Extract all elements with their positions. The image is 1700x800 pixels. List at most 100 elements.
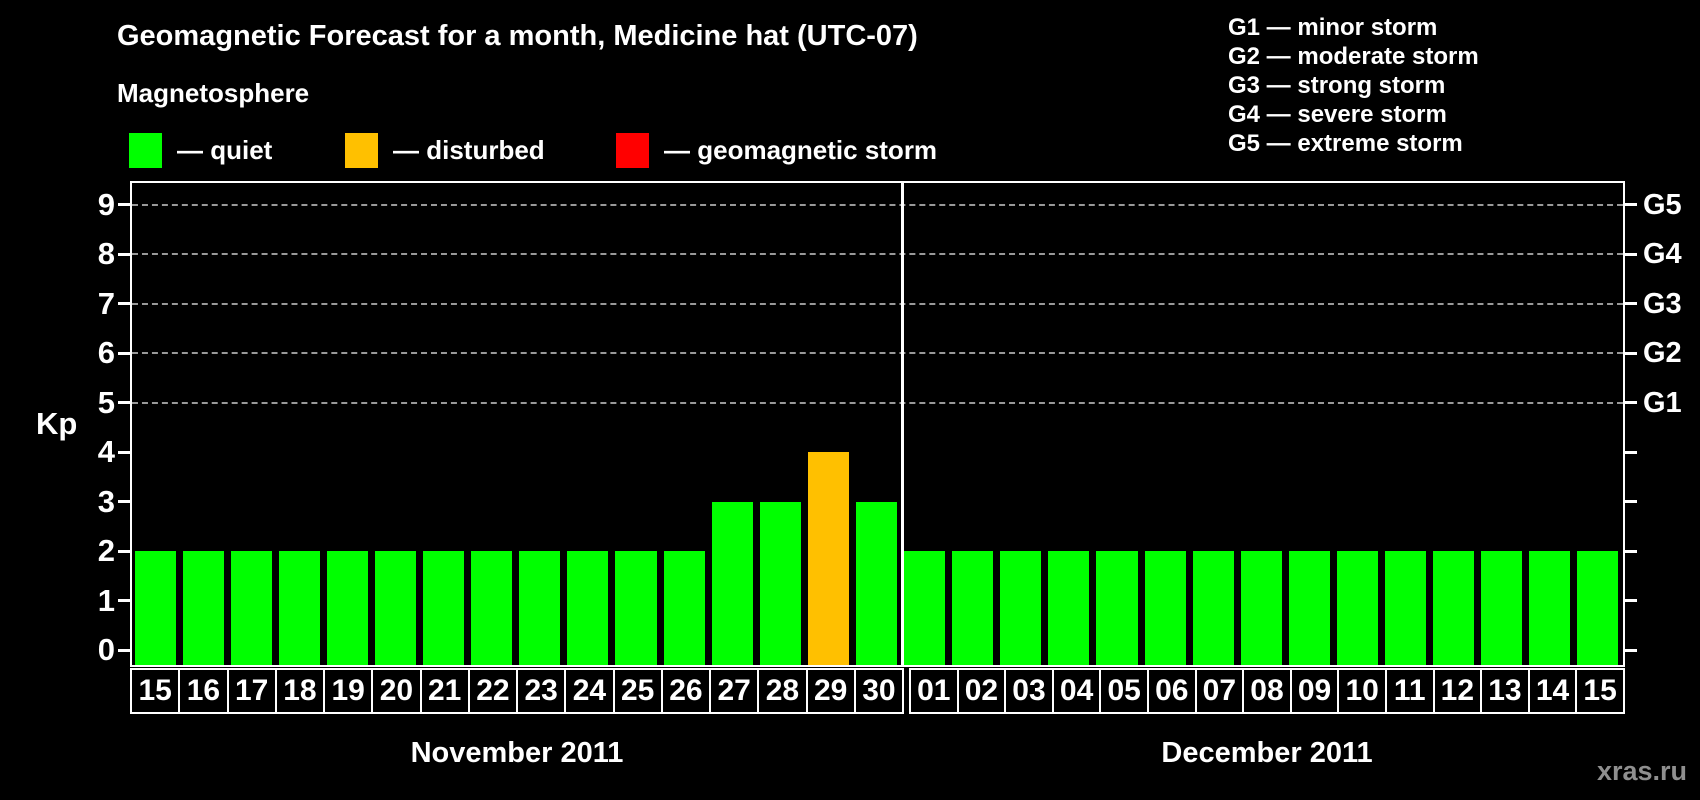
date-cell-13: 13 xyxy=(1480,668,1530,714)
gridline-kp6 xyxy=(132,352,1623,354)
right-axis-label-g1: G1 xyxy=(1643,386,1682,419)
date-cell-05: 05 xyxy=(1099,668,1149,714)
date-cell-03: 03 xyxy=(1004,668,1054,714)
storm-scale-item-g5: G5 — extreme storm xyxy=(1228,130,1463,157)
y-tick-label-5: 5 xyxy=(97,384,115,420)
y-tick-left-8 xyxy=(118,252,130,256)
legend-item-disturbed: — disturbed xyxy=(393,135,545,165)
kp-bar-06 xyxy=(1144,551,1186,665)
kp-bar-15 xyxy=(1577,551,1619,665)
y-axis-label: Kp xyxy=(36,406,78,441)
date-cell-11: 11 xyxy=(1384,668,1435,714)
date-cell-18: 18 xyxy=(274,668,325,714)
date-cell-21: 21 xyxy=(419,668,470,714)
gridline-kp7 xyxy=(132,302,1623,305)
date-cell-06: 06 xyxy=(1146,668,1197,714)
right-axis-label-g2: G2 xyxy=(1643,337,1682,369)
month-label-december: December 2011 xyxy=(1161,737,1373,769)
kp-bar-12 xyxy=(1433,551,1475,665)
date-cell-17: 17 xyxy=(226,668,277,714)
storm-color-swatch-icon xyxy=(616,133,649,168)
date-cell-02: 02 xyxy=(956,668,1007,714)
kp-bar-09 xyxy=(1288,551,1330,665)
month-separator-line xyxy=(901,183,904,665)
y-tick-right-5 xyxy=(1625,401,1637,404)
kp-bar-15 xyxy=(134,551,176,665)
gridline-kp5 xyxy=(132,401,1623,404)
y-tick-left-9 xyxy=(118,203,130,206)
month-label-november: November 2011 xyxy=(410,737,624,769)
legend-item-storm: — geomagnetic storm xyxy=(664,135,938,165)
kp-bar-16 xyxy=(182,551,224,665)
date-cell-09: 09 xyxy=(1289,668,1340,714)
date-cell-28: 28 xyxy=(757,668,808,714)
y-tick-label-2: 2 xyxy=(97,533,115,568)
date-cell-16: 16 xyxy=(178,668,229,714)
y-tick-left-2 xyxy=(118,549,130,553)
kp-bar-08 xyxy=(1240,551,1282,665)
date-row-december: 01 02 03 04 05 06 07 08 09 10 11 12 13 14 15 xyxy=(909,668,1625,714)
right-axis-label-g5: G5 xyxy=(1643,188,1682,221)
kp-bar-05 xyxy=(1096,551,1138,665)
y-tick-right-6 xyxy=(1625,351,1637,355)
y-tick-left-7 xyxy=(118,302,130,305)
y-tick-right-3 xyxy=(1625,500,1637,503)
date-cell-08: 08 xyxy=(1242,668,1292,714)
date-cell-27: 27 xyxy=(709,668,760,714)
kp-bar-20 xyxy=(374,551,417,665)
date-cell-25: 25 xyxy=(612,668,663,714)
date-cell-29: 29 xyxy=(805,668,856,714)
legend-title: Magnetosphere xyxy=(117,78,310,108)
storm-scale-item-g2: G2 — moderate storm xyxy=(1228,43,1479,70)
kp-bar-19 xyxy=(326,551,368,665)
y-tick-label-7: 7 xyxy=(97,285,115,321)
date-cell-30: 30 xyxy=(853,668,904,714)
kp-bar-17 xyxy=(230,551,272,665)
date-cell-12: 12 xyxy=(1432,668,1483,714)
y-tick-label-9: 9 xyxy=(97,186,115,222)
date-cell-07: 07 xyxy=(1194,668,1245,714)
y-tick-right-8 xyxy=(1625,252,1637,256)
y-tick-label-1: 1 xyxy=(97,582,115,618)
date-cell-14: 14 xyxy=(1527,668,1578,714)
disturbed-color-swatch-icon xyxy=(345,133,378,168)
kp-bar-27 xyxy=(711,501,753,665)
gridline-kp9 xyxy=(132,203,1623,206)
kp-bar-18 xyxy=(278,551,320,665)
kp-bar-01 xyxy=(904,551,946,665)
kp-bar-04 xyxy=(1048,551,1090,665)
y-tick-label-0: 0 xyxy=(97,632,115,667)
date-cell-20: 20 xyxy=(371,668,422,714)
y-tick-left-1 xyxy=(118,599,130,602)
kp-bar-24 xyxy=(567,551,609,665)
quiet-color-swatch-icon xyxy=(129,133,162,168)
y-tick-label-4: 4 xyxy=(97,434,115,469)
y-tick-right-7 xyxy=(1625,302,1637,305)
date-cell-22: 22 xyxy=(467,668,518,714)
y-tick-right-0 xyxy=(1625,648,1637,652)
storm-scale-item-g1: G1 — minor storm xyxy=(1228,14,1438,41)
date-cell-04: 04 xyxy=(1051,668,1102,714)
date-cell-19: 19 xyxy=(323,668,374,714)
date-cell-10: 10 xyxy=(1337,668,1387,714)
date-cell-01: 01 xyxy=(909,668,959,714)
storm-scale-legend: G1 — minor storm G2 — moderate storm G3 … xyxy=(1228,13,1479,158)
gridline-kp8 xyxy=(132,253,1623,255)
y-tick-left-4 xyxy=(118,450,130,454)
kp-bar-23 xyxy=(519,551,561,665)
right-axis-label-g4: G4 xyxy=(1643,238,1682,270)
kp-bar-03 xyxy=(1000,551,1042,665)
legend-item-quiet: — quiet xyxy=(177,135,273,165)
right-axis-label-g3: G3 xyxy=(1643,287,1682,320)
kp-bar-30 xyxy=(855,501,898,665)
y-tick-label-3: 3 xyxy=(97,483,115,519)
page-title: Geomagnetic Forecast for a month, Medici… xyxy=(117,20,918,52)
y-tick-right-9 xyxy=(1625,203,1637,206)
date-cell-23: 23 xyxy=(516,668,567,714)
storm-scale-item-g3: G3 — strong storm xyxy=(1228,72,1446,99)
kp-bar-11 xyxy=(1385,551,1427,665)
y-tick-left-3 xyxy=(118,500,130,503)
kp-bar-14 xyxy=(1529,551,1571,665)
kp-bar-25 xyxy=(615,551,657,665)
watermark: xras.ru xyxy=(1596,756,1687,786)
